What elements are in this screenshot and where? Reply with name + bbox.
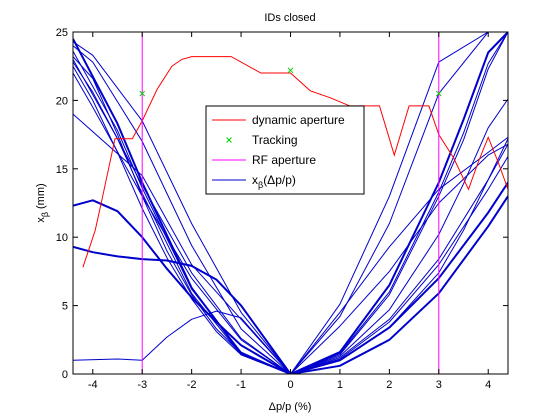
plot-frame [72, 31, 509, 375]
x-beta-curve-1 [73, 32, 508, 374]
x-tick-label: 1 [337, 379, 343, 391]
y-tick-label: 0 [62, 369, 68, 381]
x-tick-label: -1 [236, 379, 246, 391]
chart-title: IDs closed [264, 12, 315, 24]
x-beta-curve-10 [73, 32, 508, 374]
legend-label-4: xβ(Δp/p) [252, 173, 296, 190]
legend-label-2: Tracking [252, 133, 298, 147]
dynamic-aperture-line [82, 56, 508, 268]
x-beta-curve-12 [73, 72, 508, 374]
y-axis-label-main: x [35, 217, 47, 223]
x-tick-label: 0 [287, 379, 293, 391]
y-axis-label: xβ (mm) [35, 183, 50, 222]
x-tick-label: -4 [88, 379, 98, 391]
x-tick-label: -3 [137, 379, 147, 391]
tracking-point-1 [139, 90, 146, 97]
series-layer [73, 32, 508, 374]
y-tick-label: 25 [56, 27, 68, 39]
legend-label-1: dynamic aperture [252, 113, 345, 127]
y-tick-label: 5 [62, 301, 68, 313]
x-tick-label: 2 [386, 379, 392, 391]
x-beta-curve-6 [73, 195, 508, 374]
y-axis-label-unit: (mm) [35, 183, 47, 209]
legend-label-3: RF aperture [252, 153, 316, 167]
x-beta-curve-7 [73, 181, 508, 374]
x-beta-curve-13 [73, 61, 508, 374]
tracking-point-3 [435, 90, 442, 97]
x-tick-label: 3 [436, 379, 442, 391]
x-beta-curve-2 [73, 32, 508, 374]
y-tick-label: 15 [56, 164, 68, 176]
x-beta-curve-3 [73, 32, 508, 374]
x-beta-curve-9 [73, 56, 508, 374]
tracking-point-2 [287, 67, 294, 74]
x-tick-label: -2 [187, 379, 197, 391]
tick-layer: -4 -3 -2 -1 0 1 2 3 4 0 5 10 15 20 25 [56, 27, 508, 391]
legend-box [205, 105, 365, 195]
legend-marker-2 [226, 137, 232, 143]
x-tick-label: 4 [485, 379, 491, 391]
legend: dynamic aperture Tracking RF aperture xβ(Δp… [205, 105, 365, 195]
y-axis-label-sub: β [40, 212, 50, 217]
x-beta-curve-11 [73, 32, 508, 374]
y-tick-label: 10 [56, 232, 68, 244]
x-beta-curve-8 [73, 65, 508, 374]
x-axis-label: Δp/p (%) [269, 401, 312, 413]
y-tick-label: 20 [56, 95, 68, 107]
